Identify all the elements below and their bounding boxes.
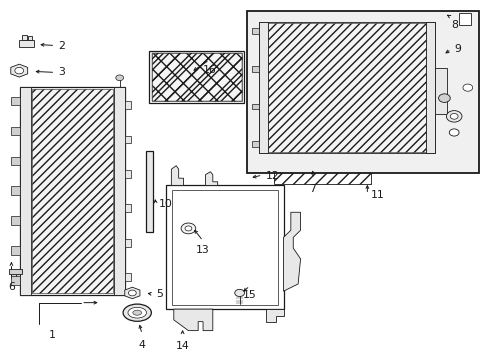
- Bar: [11, 97, 20, 105]
- Circle shape: [116, 75, 123, 81]
- Bar: [125, 170, 131, 178]
- Bar: [19, 40, 34, 47]
- Circle shape: [184, 226, 191, 231]
- Bar: [149, 51, 244, 103]
- Bar: [11, 127, 20, 135]
- Polygon shape: [124, 287, 140, 299]
- Bar: [458, 13, 470, 25]
- Polygon shape: [283, 212, 300, 291]
- Text: 7: 7: [309, 184, 316, 194]
- Bar: [11, 186, 20, 195]
- Bar: [259, 22, 434, 153]
- Bar: [251, 28, 259, 34]
- Bar: [259, 22, 267, 153]
- Text: 15: 15: [243, 291, 256, 301]
- Bar: [166, 185, 283, 309]
- Bar: [114, 87, 125, 295]
- Text: 8: 8: [451, 20, 458, 30]
- Ellipse shape: [123, 304, 151, 321]
- Bar: [11, 246, 20, 255]
- Circle shape: [446, 111, 461, 122]
- Bar: [28, 36, 32, 40]
- Bar: [425, 22, 434, 153]
- Text: 5: 5: [156, 289, 163, 299]
- Bar: [9, 269, 21, 274]
- Text: 9: 9: [453, 44, 460, 54]
- Circle shape: [462, 84, 472, 91]
- Text: 16: 16: [202, 64, 216, 75]
- Circle shape: [448, 129, 458, 136]
- Bar: [125, 273, 131, 281]
- Polygon shape: [11, 64, 28, 77]
- Bar: [20, 87, 31, 295]
- Bar: [246, 12, 478, 173]
- Bar: [11, 276, 20, 285]
- Text: 12: 12: [265, 171, 279, 181]
- Bar: [251, 66, 259, 72]
- Bar: [125, 239, 131, 247]
- Text: 4: 4: [139, 339, 145, 350]
- Circle shape: [438, 94, 449, 103]
- Text: 3: 3: [58, 67, 65, 77]
- Circle shape: [128, 290, 136, 296]
- Ellipse shape: [133, 310, 142, 315]
- Circle shape: [449, 113, 457, 119]
- Bar: [273, 168, 370, 184]
- Bar: [152, 53, 242, 101]
- Text: 13: 13: [196, 245, 209, 255]
- Bar: [251, 104, 259, 109]
- Bar: [32, 89, 113, 293]
- Bar: [125, 135, 131, 143]
- Ellipse shape: [128, 307, 146, 318]
- Bar: [172, 190, 277, 305]
- Bar: [434, 68, 446, 114]
- Bar: [11, 216, 20, 225]
- Bar: [20, 87, 125, 295]
- Circle shape: [181, 223, 195, 234]
- Circle shape: [234, 289, 244, 297]
- Text: 10: 10: [159, 199, 173, 210]
- Circle shape: [15, 67, 23, 74]
- Polygon shape: [266, 309, 283, 321]
- Text: 6: 6: [8, 282, 15, 292]
- Bar: [125, 204, 131, 212]
- Bar: [267, 23, 425, 152]
- Polygon shape: [171, 166, 183, 185]
- Bar: [152, 53, 242, 101]
- Text: 14: 14: [175, 341, 189, 351]
- Polygon shape: [173, 309, 212, 330]
- Text: 11: 11: [369, 190, 383, 200]
- Text: 1: 1: [48, 329, 55, 339]
- Bar: [146, 151, 153, 232]
- Bar: [125, 101, 131, 109]
- Polygon shape: [205, 172, 217, 185]
- Bar: [251, 141, 259, 147]
- Text: 2: 2: [58, 41, 65, 50]
- Bar: [11, 157, 20, 165]
- Bar: [21, 35, 26, 40]
